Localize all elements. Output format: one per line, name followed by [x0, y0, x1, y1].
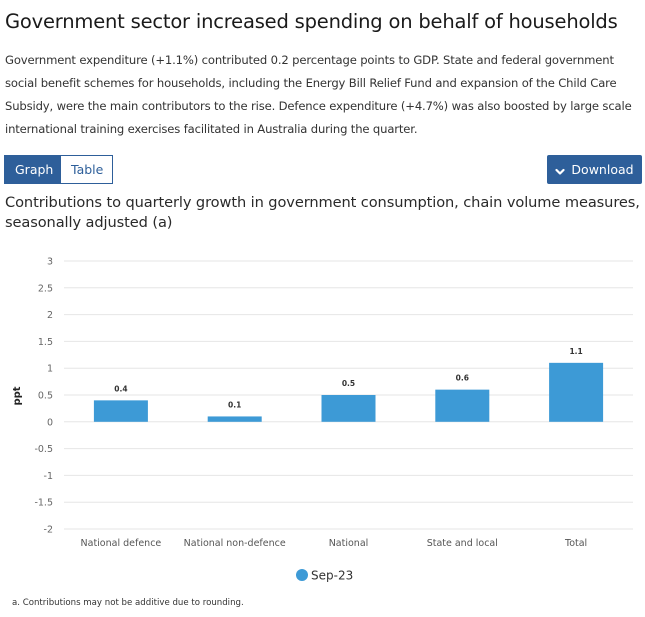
x-tick-label: State and local	[427, 538, 498, 549]
bar-national[interactable]	[321, 395, 376, 422]
y-tick-label: 3	[47, 257, 53, 268]
view-tabs: Graph Table	[4, 155, 113, 184]
y-axis-ticks: 3 2.5 2 1.5 1 0.5 0 -0.5 -1 -1.5 -2	[34, 257, 53, 536]
chevron-down-icon	[555, 165, 566, 175]
tab-table[interactable]: Table	[61, 156, 112, 183]
y-tick-label: 2.5	[38, 283, 53, 294]
bar-total[interactable]	[549, 362, 604, 422]
page-title: Government sector increased spending on …	[5, 10, 618, 33]
data-label: 0.1	[228, 400, 241, 409]
download-label: Download	[571, 162, 634, 177]
legend[interactable]: Sep-23	[296, 569, 353, 583]
data-label: 1.1	[569, 347, 582, 356]
bar-state-and-local[interactable]	[435, 389, 490, 422]
y-tick-label: -0.5	[34, 444, 53, 455]
tab-graph[interactable]: Graph	[5, 156, 61, 183]
y-tick-label: 0.5	[38, 391, 53, 402]
data-labels: 0.4 0.1 0.5 0.6 1.1	[114, 347, 582, 410]
data-label: 0.4	[114, 384, 127, 393]
x-tick-label: National defence	[81, 538, 162, 549]
y-tick-label: 0	[47, 417, 53, 428]
bars	[93, 362, 604, 422]
x-axis-ticks: National defence National non-defence Nati…	[81, 538, 588, 549]
download-button[interactable]: Download	[547, 155, 642, 184]
x-tick-label: Total	[564, 538, 587, 549]
data-label: 0.5	[342, 379, 355, 388]
y-tick-label: 1	[47, 364, 53, 375]
chart-title: Contributions to quarterly growth in gov…	[5, 194, 640, 231]
y-tick-label: 1.5	[38, 337, 53, 348]
y-axis-label: ppt	[12, 386, 23, 405]
chart-footnote: a. Contributions may not be additive due…	[12, 598, 244, 608]
bar-chart: 32.521.510.50-0.5-1-1.5-2 ppt 0.40.10.50…	[12, 257, 633, 583]
legend-label: Sep-23	[311, 569, 353, 583]
y-tick-label: 2	[47, 310, 53, 321]
page-description: Government expenditure (+1.1%) contribut…	[5, 53, 632, 136]
legend-marker-sep-23	[296, 569, 308, 581]
bar-national-defence[interactable]	[93, 400, 148, 422]
data-label: 0.6	[456, 374, 469, 383]
y-tick-label: -2	[44, 525, 53, 536]
y-tick-label: -1.5	[34, 498, 53, 509]
bar-national-non-defence[interactable]	[207, 416, 262, 422]
x-tick-label: National non-defence	[184, 538, 286, 549]
y-tick-label: -1	[44, 471, 53, 482]
x-tick-label: National	[329, 538, 369, 549]
